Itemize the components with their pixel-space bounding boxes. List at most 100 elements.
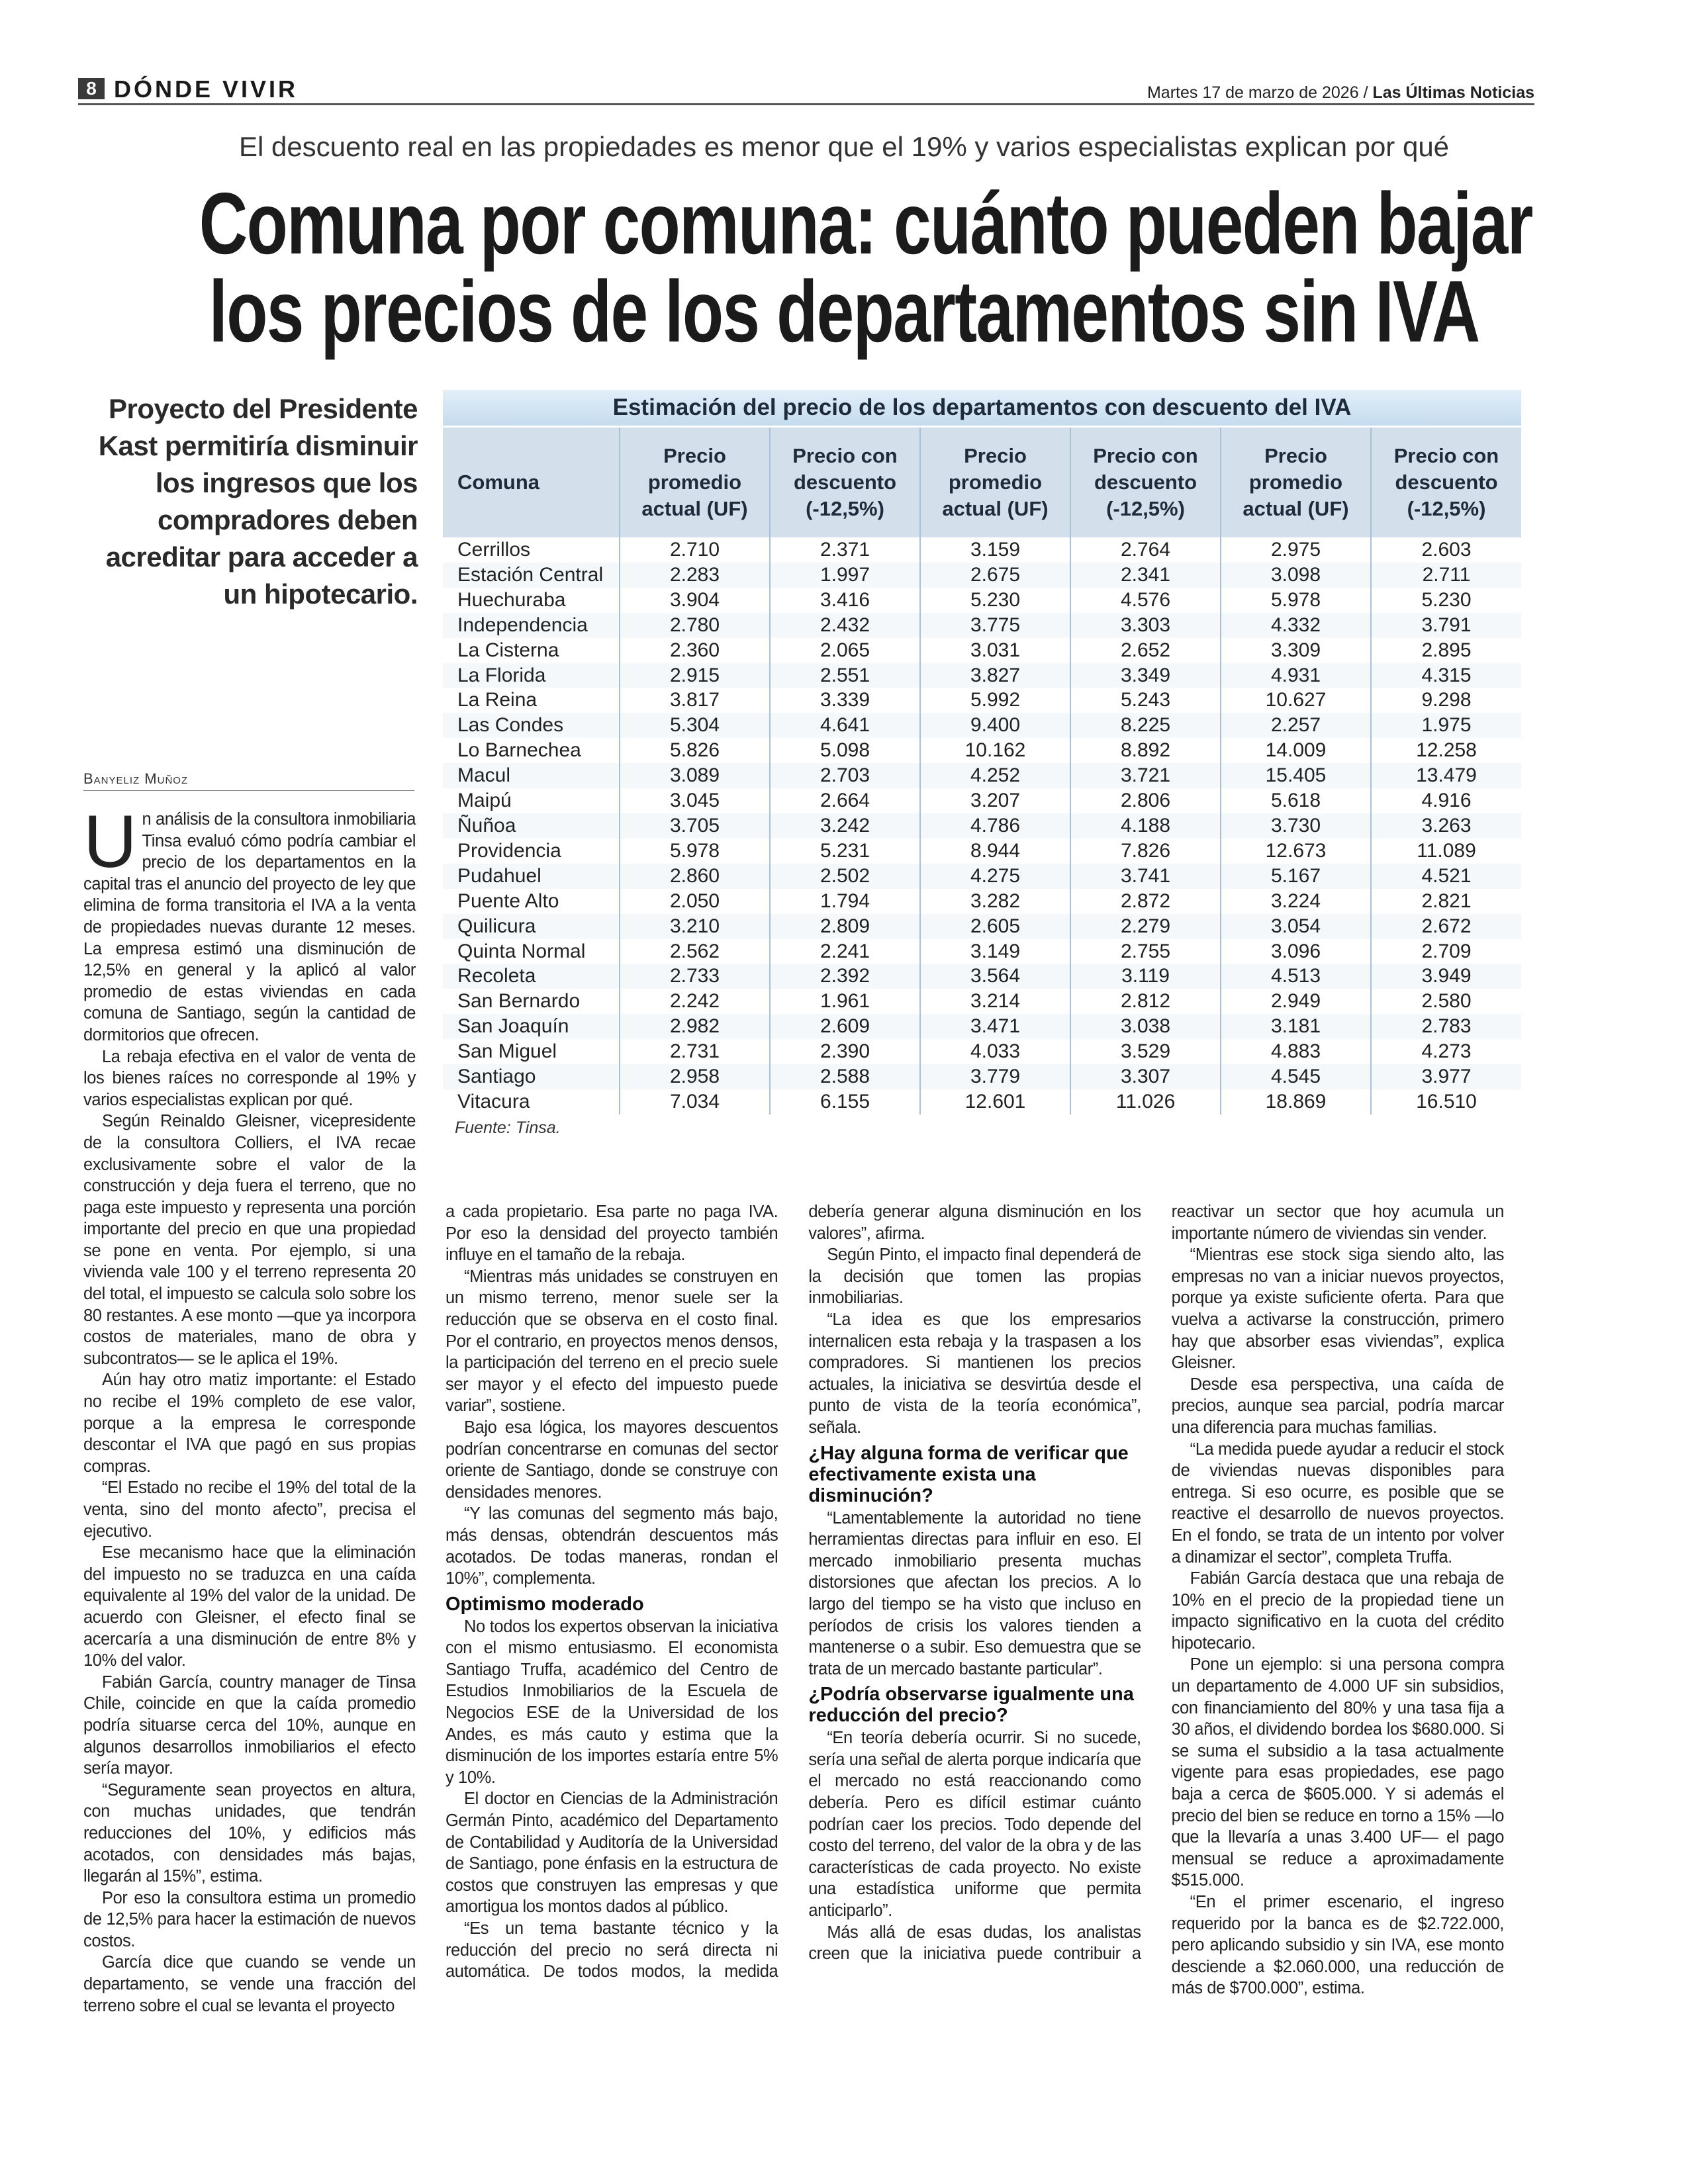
kicker: El descuento real en las propiedades es … [238,131,1450,162]
comuna-cell: Lo Barnechea [457,739,581,762]
column-header: Precio con descuento (-12,5%) [769,428,920,537]
table-row: Independencia 2.780 2.432 3.775 3.303 4.332 3.… [443,612,1521,638]
paragraph: Según Pinto, el impacto final dependerá … [808,1246,1141,1308]
price-cell: 2.812 [1070,989,1221,1015]
price-cell: 3.779 [919,1064,1070,1089]
price-cell: 5.992 [919,688,1070,713]
headline-text: Comuna por comuna: cuánto pueden bajar [199,175,1534,272]
price-cell: 11.026 [1070,1089,1221,1115]
paragraph: a cada propietario. Esa parte no paga IV… [445,1203,778,1265]
headline-line: los precios de los departamentos sin IVA [0,261,1688,361]
table-row: Estación Central 2.283 1.997 2.675 2.341 3.09… [443,562,1521,588]
price-cell: 3.949 [1370,964,1521,989]
comuna-cell: Quinta Normal [457,940,586,962]
comuna-cell: Maipú [457,790,512,812]
paragraph: “Es un tema bastante técnico y la reducc… [445,1203,1141,1981]
paragraph: “En teoría debería ocurrir. Si no sucede… [808,1729,1141,1921]
price-cell: 2.860 [619,863,770,889]
headline-line: Comuna por comuna: cuánto pueden bajar [0,173,1688,273]
article-column: Un análisis de la consultora inmobiliari… [83,800,416,2017]
price-cell: 2.664 [769,788,920,813]
price-cell: 7.034 [619,1089,770,1115]
price-cell: 5.243 [1070,688,1221,713]
price-cell: 3.775 [919,612,1070,638]
paragraph: Pone un ejemplo: si una persona compra u… [1171,1655,1505,1890]
price-cell: 5.167 [1220,863,1371,889]
table-row: Ñuñoa 3.705 3.242 4.786 4.188 3.730 3.263 [443,813,1521,839]
paragraph: “En el primer escenario, el ingreso requ… [1171,1893,1505,1998]
price-cell: 5.978 [1220,587,1371,613]
price-cell: 3.977 [1370,1064,1521,1089]
comuna-cell: Quilicura [443,913,620,939]
price-cell: 3.307 [1070,1064,1221,1089]
table-row: Vitacura 7.034 6.155 12.601 11.026 18.869 16.5… [443,1089,1521,1115]
table-row: Quilicura 3.210 2.809 2.605 2.279 3.054 2.672 [443,913,1521,939]
price-cell: 3.730 [1220,813,1371,839]
price-cell: 3.282 [919,888,1070,914]
price-cell: 4.916 [1370,788,1521,813]
paragraph: Fabián García destaca que una rebaja de … [1171,1569,1505,1653]
price-cell: 4.188 [1070,813,1221,839]
price-cell: 2.432 [769,612,920,638]
paragraph: Por eso la consultora estima un promedio… [83,1888,416,1950]
price-cell: 5.618 [1220,788,1371,813]
price-cell: 4.521 [1370,863,1521,889]
price-cell: 10.627 [1220,688,1371,713]
price-cell: 2.341 [1070,562,1221,588]
table-row: Maipú 3.045 2.664 3.207 2.806 5.618 4.916 [443,788,1521,813]
price-cell: 2.783 [1370,1014,1521,1040]
price-cell: 2.588 [769,1064,920,1089]
paragraph: Un análisis de la consultora inmobiliari… [83,800,416,1044]
price-cell: 2.609 [769,1014,920,1040]
paragraph: “Mientras más unidades se construyen en … [445,1267,778,1416]
price-cell: 9.400 [919,713,1070,739]
subheading: ¿Podría observarse igualmente una reducc… [808,1684,1134,1727]
comuna-cell: San Joaquín [443,1014,620,1040]
comuna-cell: Estación Central [443,562,620,588]
paragraph: Ese mecanismo hace que la eliminación de… [83,1543,416,1670]
price-cell: 2.733 [619,964,770,989]
price-cell: 3.207 [919,788,1070,813]
article-section: a cada propietario. Esa parte no paga IV… [445,1201,778,1590]
table-source: Fuente: Tinsa. [455,1118,561,1137]
comuna-cell: San Miguel [457,1040,557,1063]
price-cell: 4.641 [769,713,920,739]
price-cell: 2.279 [1070,913,1221,939]
headline-text: los precios de los departamentos sin IVA [209,263,1480,360]
table-row: Huechuraba 3.904 3.416 5.230 4.576 5.978 5.230 [443,587,1521,613]
price-cell: 5.826 [619,738,770,764]
article-section: ¿Podría observarse igualmente una reducc… [808,1201,1504,1999]
price-cell: 2.390 [769,1039,920,1065]
price-cell: 2.764 [1070,537,1221,563]
price-cell: 2.915 [619,662,770,688]
price-cell: 4.545 [1220,1064,1371,1089]
comuna-cell: Independencia [443,612,620,638]
paragraph: “Seguramente sean proyectos en altura, c… [83,1780,416,1886]
price-cell: 4.315 [1370,662,1521,688]
comuna-cell: Cerrillos [457,539,531,561]
table-row: San Miguel 2.731 2.390 4.033 3.529 4.883 4.273 [443,1039,1521,1065]
price-table: Estimación del precio de los departament… [443,390,1521,1138]
subheading: ¿Hay alguna forma de verificar que efect… [808,1442,1129,1506]
price-cell: 3.149 [919,938,1070,964]
price-cell: 4.576 [1070,587,1221,613]
price-cell: 3.904 [619,587,770,613]
paragraph: “Mientras ese stock siga siendo alto, la… [1171,1246,1505,1373]
price-cell: 3.089 [619,763,770,789]
price-cell: 3.224 [1220,888,1371,914]
page-header: 8 DÓNDE VIVIR Martes 17 de marzo de 2026… [78,74,1534,105]
price-cell: 2.371 [769,537,920,563]
price-cell: 2.360 [619,637,770,663]
price-cell: 2.949 [1220,989,1371,1015]
price-cell: 8.225 [1070,713,1221,739]
price-cell: 10.162 [919,738,1070,764]
article-columns: a cada propietario. Esa parte no paga IV… [445,1201,1504,1999]
subheading: Optimismo moderado [445,1593,644,1615]
table-row: Lo Barnechea 5.826 5.098 10.162 8.892 14.009 1… [443,738,1521,764]
paragraph: “La idea es que los empresarios internal… [808,1310,1141,1437]
paragraph: Fabián García, country manager de Tinsa … [83,1672,416,1778]
paragraph: Aún hay otro matiz importante: el Estado… [83,1371,416,1476]
comuna-cell: Recoleta [443,964,620,989]
price-cell: 4.332 [1220,612,1371,638]
article-section: Optimismo moderado No todos los expertos … [445,1201,1141,1999]
